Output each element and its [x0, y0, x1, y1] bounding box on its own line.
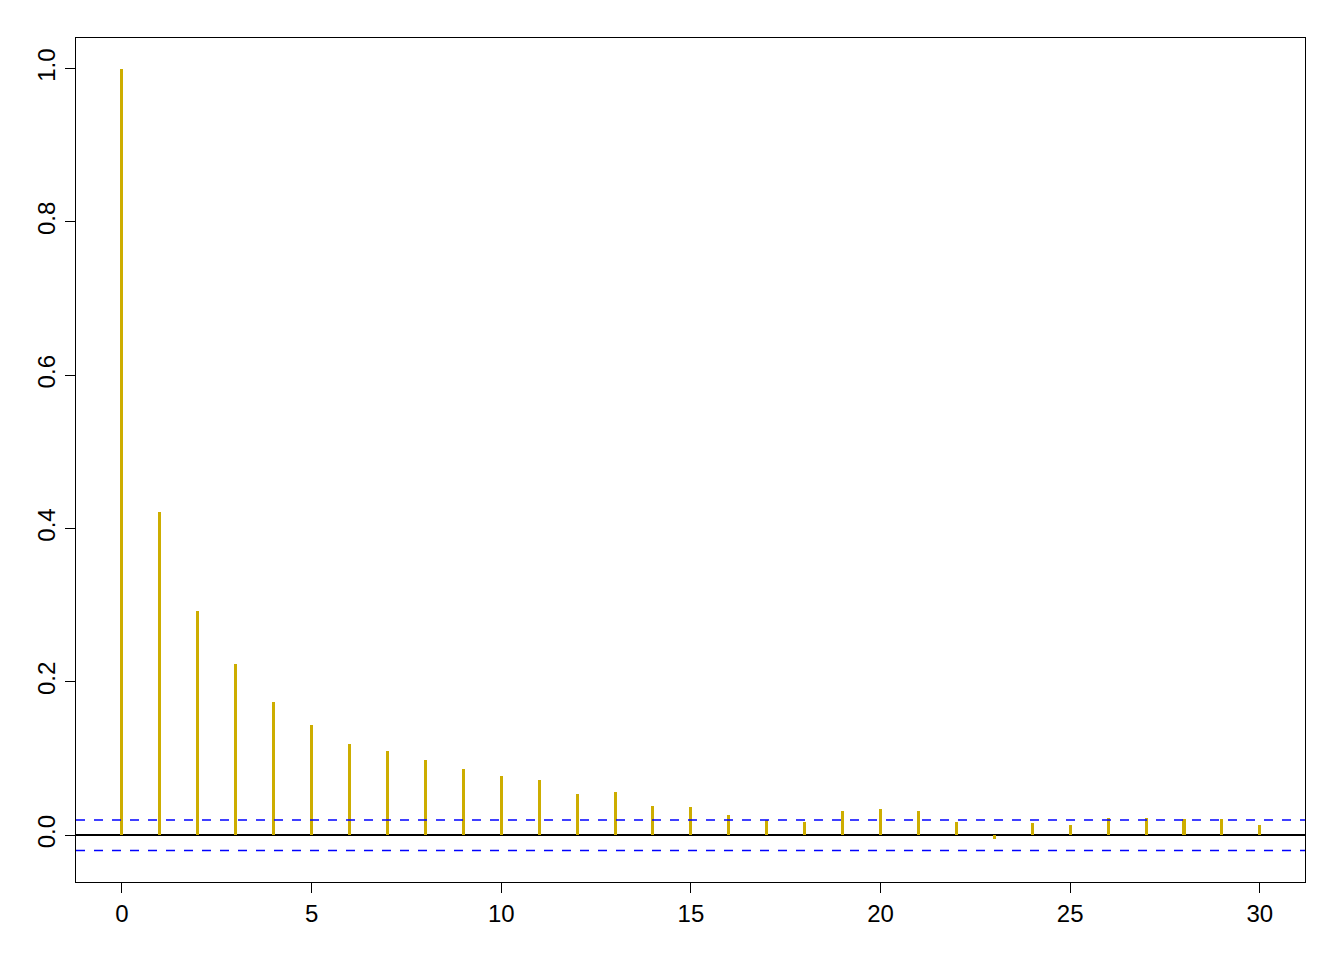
svg-text:1.0: 1.0: [33, 48, 60, 81]
svg-text:0.8: 0.8: [33, 202, 60, 235]
svg-text:10: 10: [488, 900, 515, 927]
svg-text:5: 5: [305, 900, 318, 927]
svg-text:0.0: 0.0: [33, 815, 60, 848]
svg-text:0.4: 0.4: [33, 508, 60, 541]
svg-text:30: 30: [1247, 900, 1274, 927]
svg-text:0.6: 0.6: [33, 355, 60, 388]
svg-text:20: 20: [867, 900, 894, 927]
svg-text:15: 15: [678, 900, 705, 927]
svg-text:25: 25: [1057, 900, 1084, 927]
svg-text:0: 0: [115, 900, 128, 927]
svg-text:0.2: 0.2: [33, 662, 60, 695]
